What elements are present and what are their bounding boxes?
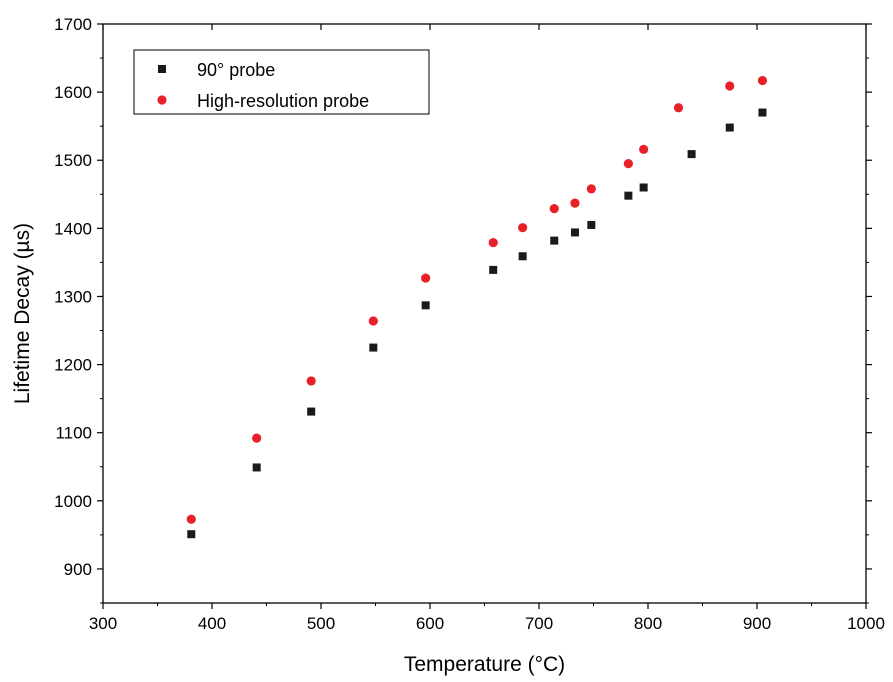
series-circle bbox=[186, 75, 768, 524]
data-point-circle bbox=[186, 514, 196, 524]
x-tick-label: 600 bbox=[416, 614, 444, 633]
data-point-square bbox=[307, 407, 316, 416]
data-point-circle bbox=[725, 81, 735, 91]
y-axis-title: Lifetime Decay (µs) bbox=[11, 223, 34, 404]
y-tick-label: 1600 bbox=[54, 83, 92, 102]
minor-ticks bbox=[100, 57, 869, 606]
data-point-square bbox=[421, 301, 430, 310]
data-point-square bbox=[570, 228, 579, 237]
data-point-circle bbox=[518, 223, 528, 233]
data-point-circle bbox=[673, 103, 684, 113]
y-tick-label: 1700 bbox=[54, 15, 92, 34]
data-point-circle bbox=[306, 376, 316, 386]
y-tick-label: 1100 bbox=[55, 424, 92, 443]
y-tick-label: 1300 bbox=[54, 287, 92, 306]
data-point-square bbox=[369, 343, 378, 352]
series-square bbox=[187, 108, 767, 539]
data-point-square bbox=[624, 191, 633, 200]
data-point-square bbox=[489, 265, 498, 274]
legend: 90° probe High-resolution probe bbox=[133, 49, 430, 115]
x-tick-label: 300 bbox=[89, 614, 117, 633]
data-point-circle bbox=[570, 198, 580, 208]
y-tick-label: 900 bbox=[64, 560, 92, 579]
data-point-circle bbox=[488, 238, 498, 248]
x-tick-label: 1000 bbox=[847, 614, 885, 633]
legend-box bbox=[133, 49, 430, 115]
y-tick-label: 1400 bbox=[54, 219, 92, 238]
x-axis-title: Temperature (°C) bbox=[404, 653, 565, 676]
data-point-circle bbox=[421, 273, 431, 283]
y-tick-label: 1500 bbox=[54, 151, 92, 170]
data-point-circle bbox=[639, 144, 649, 154]
x-tick-label: 700 bbox=[525, 614, 553, 633]
x-tick-label: 900 bbox=[743, 614, 771, 633]
legend-label-90-probe: 90° probe bbox=[197, 60, 275, 80]
tick-labels: 300 400 500 600 700 800 900 1000 900 1000 1100 1200… bbox=[54, 15, 885, 633]
legend-marker-circle bbox=[157, 95, 167, 105]
y-tick-label: 1000 bbox=[54, 492, 92, 511]
legend-marker-square bbox=[158, 65, 166, 73]
data-point-circle bbox=[623, 159, 633, 169]
data-point-circle bbox=[252, 433, 262, 443]
legend-label-high-resolution-probe: High-resolution probe bbox=[197, 91, 369, 111]
data-point-square bbox=[518, 252, 527, 261]
data-point-square bbox=[252, 463, 261, 472]
y-tick-label: 1200 bbox=[54, 356, 92, 375]
x-tick-label: 500 bbox=[307, 614, 335, 633]
x-tick-label: 800 bbox=[634, 614, 662, 633]
plot-frame bbox=[102, 23, 867, 604]
data-point-square bbox=[550, 236, 559, 245]
data-point-circle bbox=[757, 75, 768, 86]
data-point-circle bbox=[586, 184, 596, 194]
data-point-square bbox=[587, 220, 596, 229]
data-point-square bbox=[187, 530, 196, 539]
series-layer bbox=[186, 75, 768, 539]
data-point-circle bbox=[549, 203, 559, 214]
data-point-square bbox=[758, 108, 767, 117]
data-point-square bbox=[687, 150, 696, 159]
x-tick-label: 400 bbox=[198, 614, 226, 633]
data-point-square bbox=[639, 183, 648, 192]
data-point-circle bbox=[368, 316, 378, 326]
data-point-square bbox=[725, 123, 734, 132]
